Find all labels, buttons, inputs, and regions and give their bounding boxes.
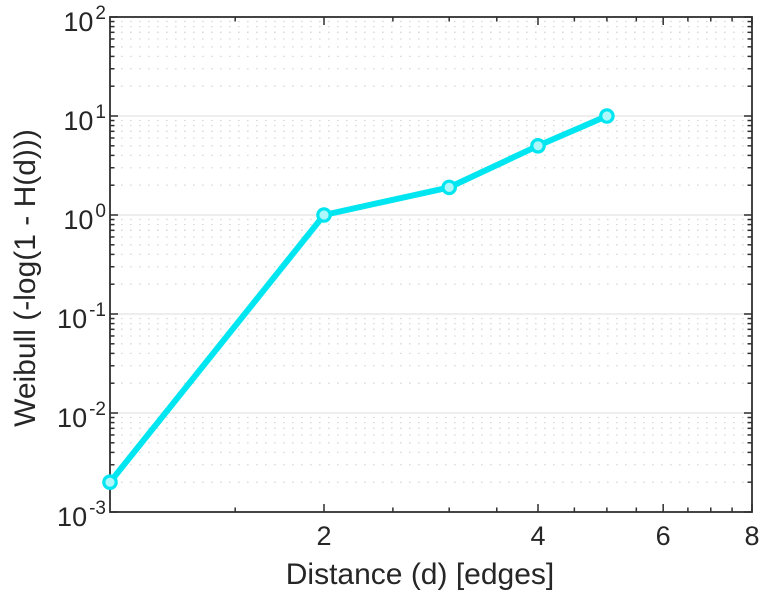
y-tick-label: 10 1 <box>63 102 106 136</box>
x-axis-label: Distance (d) [edges] <box>285 558 555 591</box>
x-tick-label: 2 <box>316 521 332 551</box>
data-point-marker <box>530 138 546 154</box>
y-tick-label: 10 -2 <box>57 399 106 433</box>
x-tick-label: 6 <box>655 521 671 551</box>
data-point-marker <box>316 207 332 223</box>
x-tick-label: 8 <box>744 521 760 551</box>
y-tick-label: 10 0 <box>63 201 106 235</box>
x-tick-label: 4 <box>530 521 546 551</box>
data-point-marker <box>599 108 615 124</box>
series-line <box>107 113 610 486</box>
y-axis-label: Weibull (-log(1 - H(d))) <box>9 129 42 427</box>
y-tick-label: 10 -1 <box>57 300 106 334</box>
axes-frame <box>109 16 753 513</box>
data-point-marker <box>441 179 457 196</box>
y-tick-label: 10 -3 <box>57 498 106 532</box>
y-tick-label: 10 2 <box>63 3 106 37</box>
data-point-marker <box>102 474 118 490</box>
